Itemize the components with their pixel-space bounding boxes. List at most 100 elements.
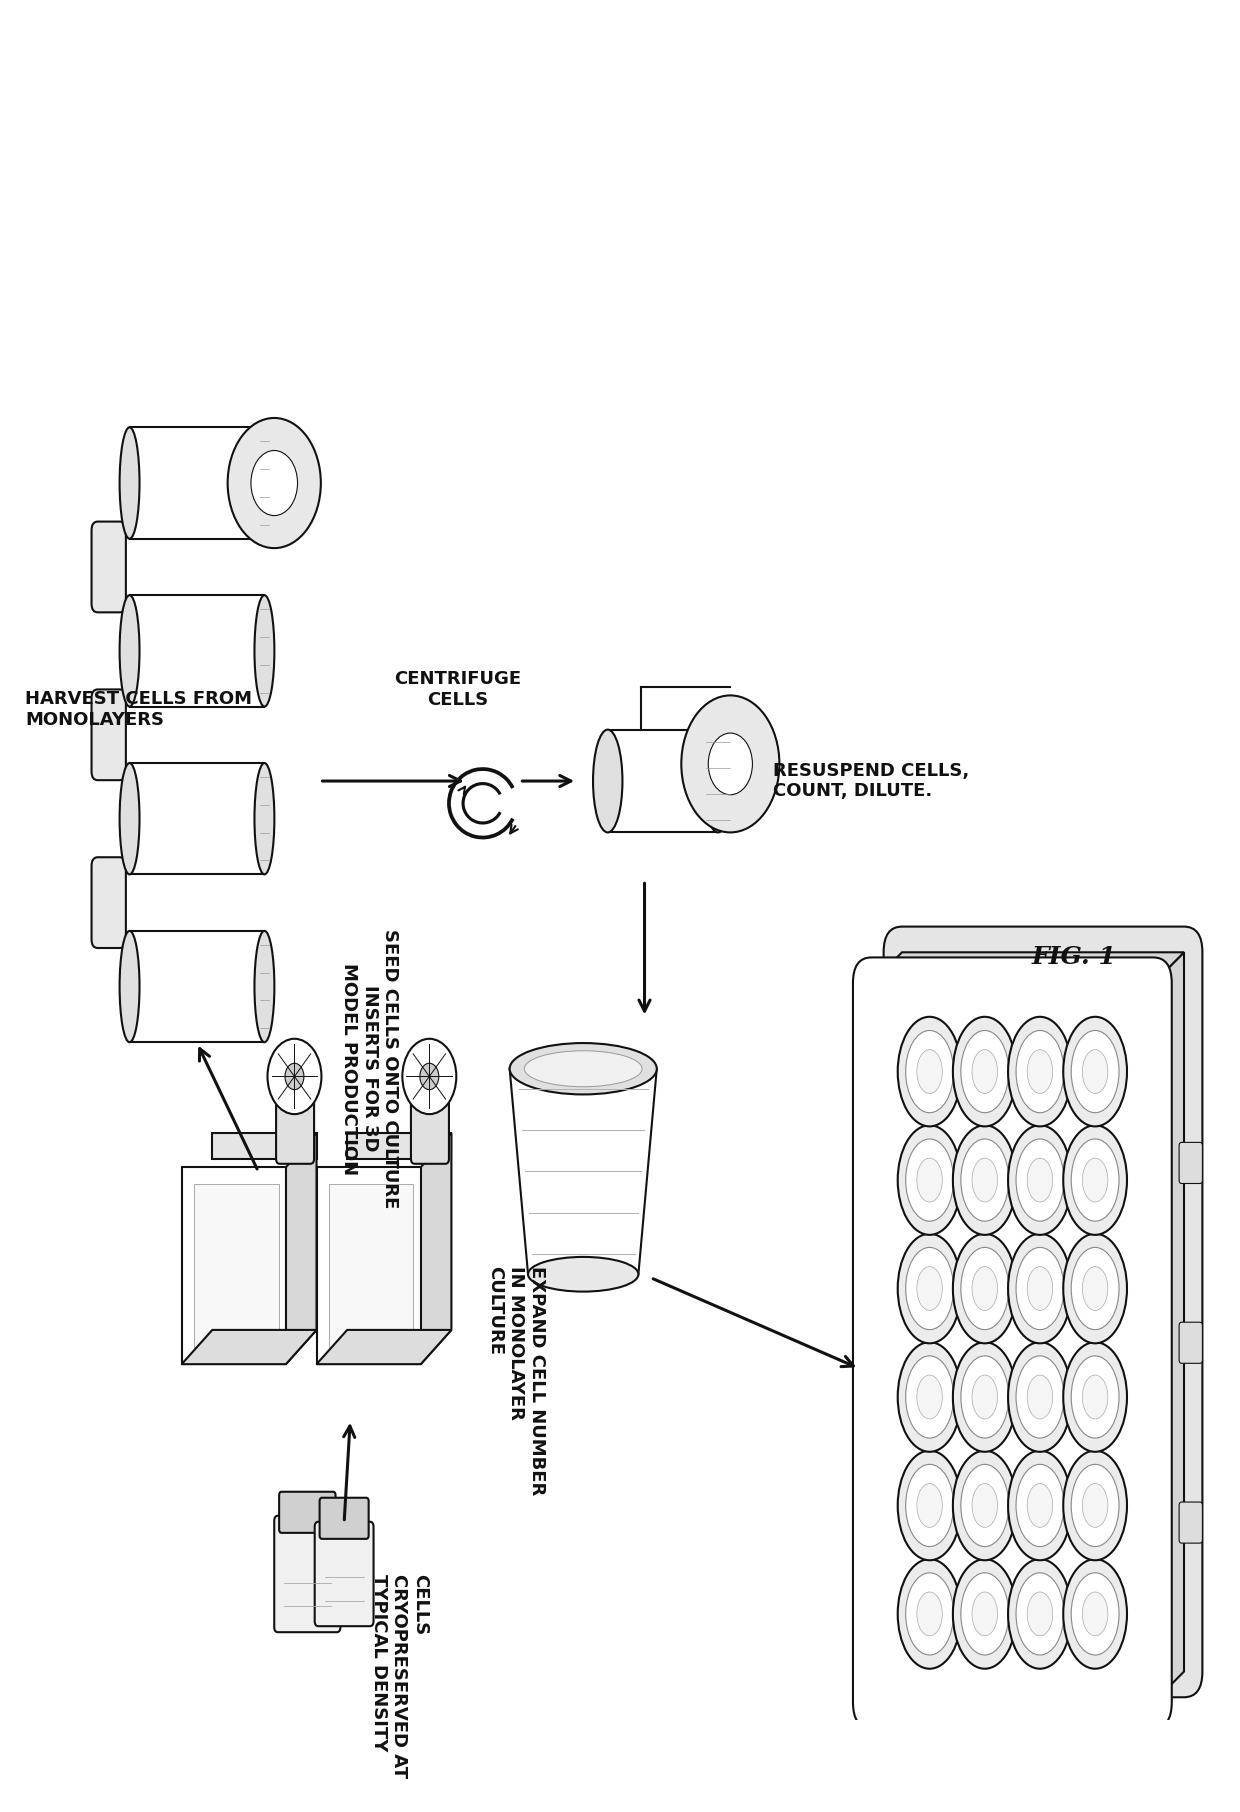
Ellipse shape: [961, 1031, 1008, 1113]
FancyBboxPatch shape: [129, 763, 264, 875]
Polygon shape: [182, 1167, 286, 1364]
Ellipse shape: [1071, 1031, 1118, 1113]
Ellipse shape: [961, 1140, 1008, 1221]
Ellipse shape: [254, 594, 274, 707]
Ellipse shape: [1063, 1451, 1127, 1560]
Ellipse shape: [961, 1355, 1008, 1439]
Ellipse shape: [119, 428, 140, 538]
Ellipse shape: [1027, 1375, 1053, 1419]
FancyBboxPatch shape: [1179, 1323, 1203, 1363]
Ellipse shape: [898, 1017, 961, 1127]
Ellipse shape: [961, 1464, 1008, 1547]
Ellipse shape: [1083, 1375, 1107, 1419]
Polygon shape: [286, 1132, 316, 1364]
Ellipse shape: [1016, 1355, 1064, 1439]
Polygon shape: [872, 953, 1184, 984]
Ellipse shape: [961, 1247, 1008, 1330]
Ellipse shape: [1016, 1247, 1064, 1330]
FancyBboxPatch shape: [315, 1522, 373, 1625]
Ellipse shape: [1063, 1343, 1127, 1451]
Polygon shape: [212, 1132, 316, 1158]
Ellipse shape: [1027, 1484, 1053, 1528]
Text: FIG. 1: FIG. 1: [1032, 946, 1116, 969]
Ellipse shape: [119, 763, 140, 875]
Ellipse shape: [898, 1451, 961, 1560]
Text: CELLS
CRYOPRESERVED AT
TYPICAL DENSITY: CELLS CRYOPRESERVED AT TYPICAL DENSITY: [370, 1575, 429, 1778]
Ellipse shape: [972, 1593, 997, 1636]
Ellipse shape: [1027, 1267, 1053, 1310]
Ellipse shape: [1071, 1573, 1118, 1654]
Ellipse shape: [1083, 1593, 1107, 1636]
Ellipse shape: [916, 1158, 942, 1201]
FancyBboxPatch shape: [1179, 1502, 1203, 1544]
Ellipse shape: [972, 1267, 997, 1310]
Ellipse shape: [1008, 1234, 1071, 1343]
Ellipse shape: [952, 1343, 1017, 1451]
Ellipse shape: [1071, 1140, 1118, 1221]
FancyBboxPatch shape: [608, 730, 718, 832]
Ellipse shape: [1027, 1158, 1053, 1201]
Ellipse shape: [916, 1267, 942, 1310]
Ellipse shape: [905, 1247, 954, 1330]
Ellipse shape: [952, 1125, 1017, 1234]
Ellipse shape: [952, 1558, 1017, 1669]
Ellipse shape: [952, 1017, 1017, 1127]
Ellipse shape: [905, 1573, 954, 1654]
Text: RESUSPEND CELLS,
COUNT, DILUTE.: RESUSPEND CELLS, COUNT, DILUTE.: [774, 761, 970, 801]
FancyBboxPatch shape: [129, 931, 264, 1042]
Polygon shape: [1153, 953, 1184, 1703]
Ellipse shape: [1016, 1031, 1064, 1113]
Ellipse shape: [254, 931, 274, 1042]
Ellipse shape: [916, 1375, 942, 1419]
Ellipse shape: [952, 1234, 1017, 1343]
Ellipse shape: [952, 1451, 1017, 1560]
Ellipse shape: [972, 1484, 997, 1528]
FancyBboxPatch shape: [129, 594, 264, 707]
FancyBboxPatch shape: [410, 1085, 449, 1163]
FancyBboxPatch shape: [853, 957, 1172, 1729]
Circle shape: [402, 1038, 456, 1114]
FancyBboxPatch shape: [92, 857, 126, 948]
Ellipse shape: [1063, 1558, 1127, 1669]
Ellipse shape: [1008, 1125, 1071, 1234]
Polygon shape: [510, 1069, 657, 1274]
Ellipse shape: [916, 1484, 942, 1528]
Circle shape: [285, 1064, 304, 1089]
Ellipse shape: [1071, 1464, 1118, 1547]
Ellipse shape: [254, 763, 274, 875]
Ellipse shape: [1016, 1464, 1064, 1547]
Text: SEED CELLS ONTO CULTURE
INSERTS FOR 3D
MODEL PRODUCTION: SEED CELLS ONTO CULTURE INSERTS FOR 3D M…: [340, 930, 399, 1209]
Text: EXPAND CELL NUMBER
IN MONOLAYER
CULTURE: EXPAND CELL NUMBER IN MONOLAYER CULTURE: [486, 1267, 546, 1495]
FancyBboxPatch shape: [1179, 1142, 1203, 1183]
Ellipse shape: [1063, 1234, 1127, 1343]
Ellipse shape: [1008, 1343, 1071, 1451]
Ellipse shape: [898, 1343, 961, 1451]
Ellipse shape: [1008, 1558, 1071, 1669]
Ellipse shape: [1016, 1573, 1064, 1654]
Ellipse shape: [1027, 1593, 1053, 1636]
Circle shape: [250, 451, 298, 516]
Ellipse shape: [916, 1593, 942, 1636]
Ellipse shape: [593, 730, 622, 832]
Ellipse shape: [1083, 1158, 1107, 1201]
Text: CENTRIFUGE
CELLS: CENTRIFUGE CELLS: [394, 670, 522, 708]
Polygon shape: [182, 1330, 316, 1364]
Ellipse shape: [898, 1234, 961, 1343]
Ellipse shape: [972, 1049, 997, 1093]
Polygon shape: [420, 1132, 451, 1364]
Ellipse shape: [961, 1573, 1008, 1654]
FancyBboxPatch shape: [92, 522, 126, 612]
Ellipse shape: [905, 1464, 954, 1547]
Ellipse shape: [972, 1158, 997, 1201]
Ellipse shape: [119, 594, 140, 707]
Circle shape: [681, 696, 780, 832]
Ellipse shape: [119, 931, 140, 1042]
Ellipse shape: [1016, 1140, 1064, 1221]
Polygon shape: [316, 1330, 451, 1364]
Ellipse shape: [1008, 1017, 1071, 1127]
Ellipse shape: [1083, 1267, 1107, 1310]
Ellipse shape: [972, 1375, 997, 1419]
Ellipse shape: [1083, 1049, 1107, 1093]
Ellipse shape: [254, 428, 274, 538]
Circle shape: [708, 734, 753, 795]
